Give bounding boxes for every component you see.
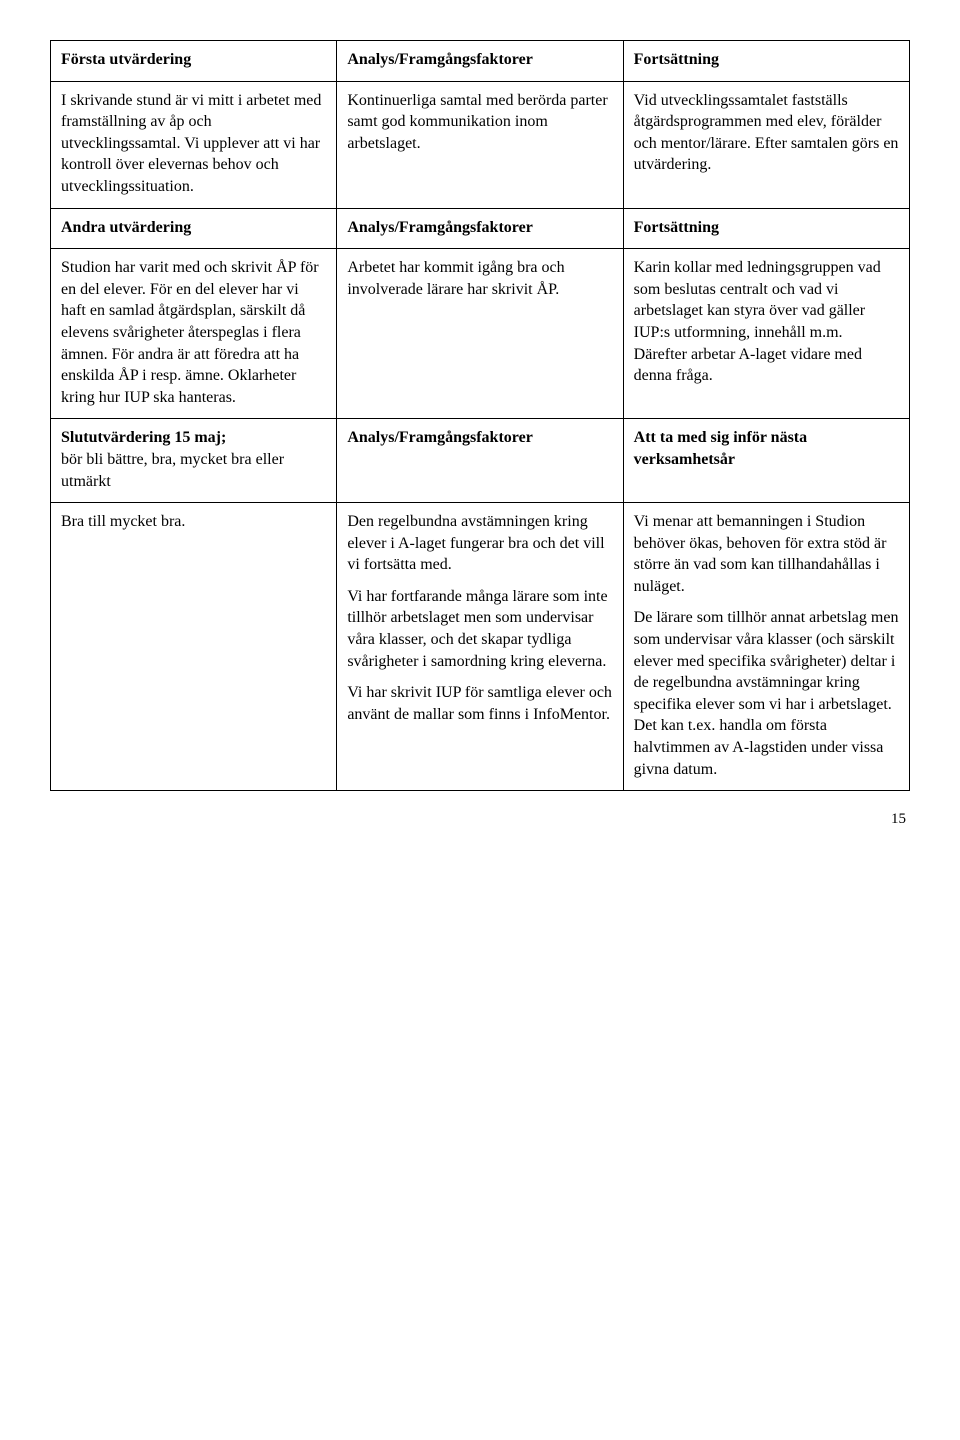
row2-col1: Studion har varit med och skrivit ÅP för… [51, 249, 337, 419]
header3-col3-line2: verksamhetsår [634, 451, 735, 468]
row3-col2-p2: Vi har fortfarande många lärare som inte… [347, 586, 612, 672]
header3-col1-line1: Slututvärdering 15 maj; [61, 429, 226, 446]
header2-col2: Analys/Framgångsfaktorer [337, 208, 623, 249]
header3-col1-line2: bör bli bättre, bra, mycket bra eller ut… [61, 451, 284, 490]
row3-col1: Bra till mycket bra. [51, 503, 337, 791]
header1-col3: Fortsättning [623, 41, 909, 82]
row1-col2: Kontinuerliga samtal med berörda parter … [337, 81, 623, 208]
header3-col2: Analys/Framgångsfaktorer [337, 419, 623, 503]
row1-col1: I skrivande stund är vi mitt i arbetet m… [51, 81, 337, 208]
row3-col3: Vi menar att bemanningen i Studion behöv… [623, 503, 909, 791]
page-number: 15 [50, 809, 910, 829]
header3-col3-line1: Att ta med sig inför nästa [634, 429, 807, 446]
row3-col3-p1: Vi menar att bemanningen i Studion behöv… [634, 511, 899, 597]
header2-col1: Andra utvärdering [51, 208, 337, 249]
evaluation-table: Första utvärdering Analys/Framgångsfakto… [50, 40, 910, 791]
row3-col2-p3: Vi har skrivit IUP för samtliga elever o… [347, 682, 612, 725]
header3-col3: Att ta med sig inför nästa verksamhetsår [623, 419, 909, 503]
row2-col3: Karin kollar med ledningsgruppen vad som… [623, 249, 909, 419]
row3-col2-p1: Den regelbundna avstämningen kring eleve… [347, 511, 612, 576]
header2-col3: Fortsättning [623, 208, 909, 249]
header1-col1: Första utvärdering [51, 41, 337, 82]
row3-col2: Den regelbundna avstämningen kring eleve… [337, 503, 623, 791]
header3-col1: Slututvärdering 15 maj; bör bli bättre, … [51, 419, 337, 503]
row2-col2: Arbetet har kommit igång bra och involve… [337, 249, 623, 419]
row1-col3: Vid utvecklingssamtalet fastställs åtgär… [623, 81, 909, 208]
row3-col3-p2: De lärare som tillhör annat arbetslag me… [634, 607, 899, 780]
header1-col2: Analys/Framgångsfaktorer [337, 41, 623, 82]
